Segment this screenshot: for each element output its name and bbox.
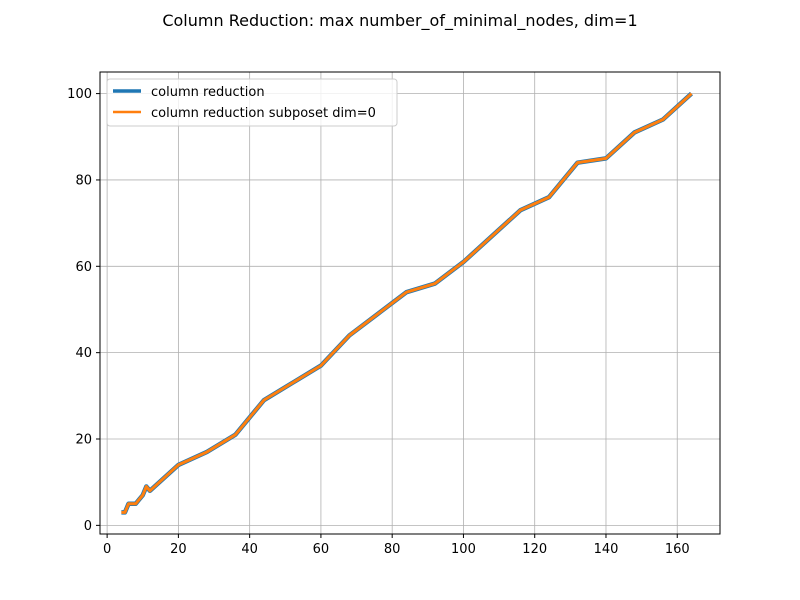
series-line-subposet (121, 92, 693, 514)
plot-frame (99, 71, 721, 535)
legend-frame (106, 78, 398, 127)
x-tick-label: 140 (594, 542, 619, 557)
y-tick-label: 0 (84, 519, 92, 534)
y-tick-label: 20 (75, 433, 92, 448)
legend-label-subposet: column reduction subposet dim=0 (151, 106, 376, 121)
x-tick-label: 20 (170, 542, 187, 557)
x-tick-label: 80 (384, 542, 401, 557)
x-tick-label: 100 (451, 542, 476, 557)
ticks: 0 20 40 60 80 100 120 140 160 0 20 40 60 80 100 (67, 87, 689, 557)
chart-title: Column Reduction: max number_of_minimal_… (162, 11, 637, 31)
x-tick-label: 0 (103, 542, 111, 557)
series-layer (121, 91, 694, 515)
x-tick-label: 120 (522, 542, 547, 557)
legend-label-column-reduction: column reduction (151, 85, 265, 100)
y-tick-label: 60 (75, 260, 92, 275)
x-tick-label: 40 (241, 542, 258, 557)
y-tick-label: 40 (75, 346, 92, 361)
y-tick-label: 80 (75, 173, 92, 188)
legend: column reduction column reduction subpos… (106, 78, 398, 127)
x-tick-label: 60 (313, 542, 330, 557)
x-tick-label: 160 (665, 542, 690, 557)
y-tick-label: 100 (67, 87, 92, 102)
